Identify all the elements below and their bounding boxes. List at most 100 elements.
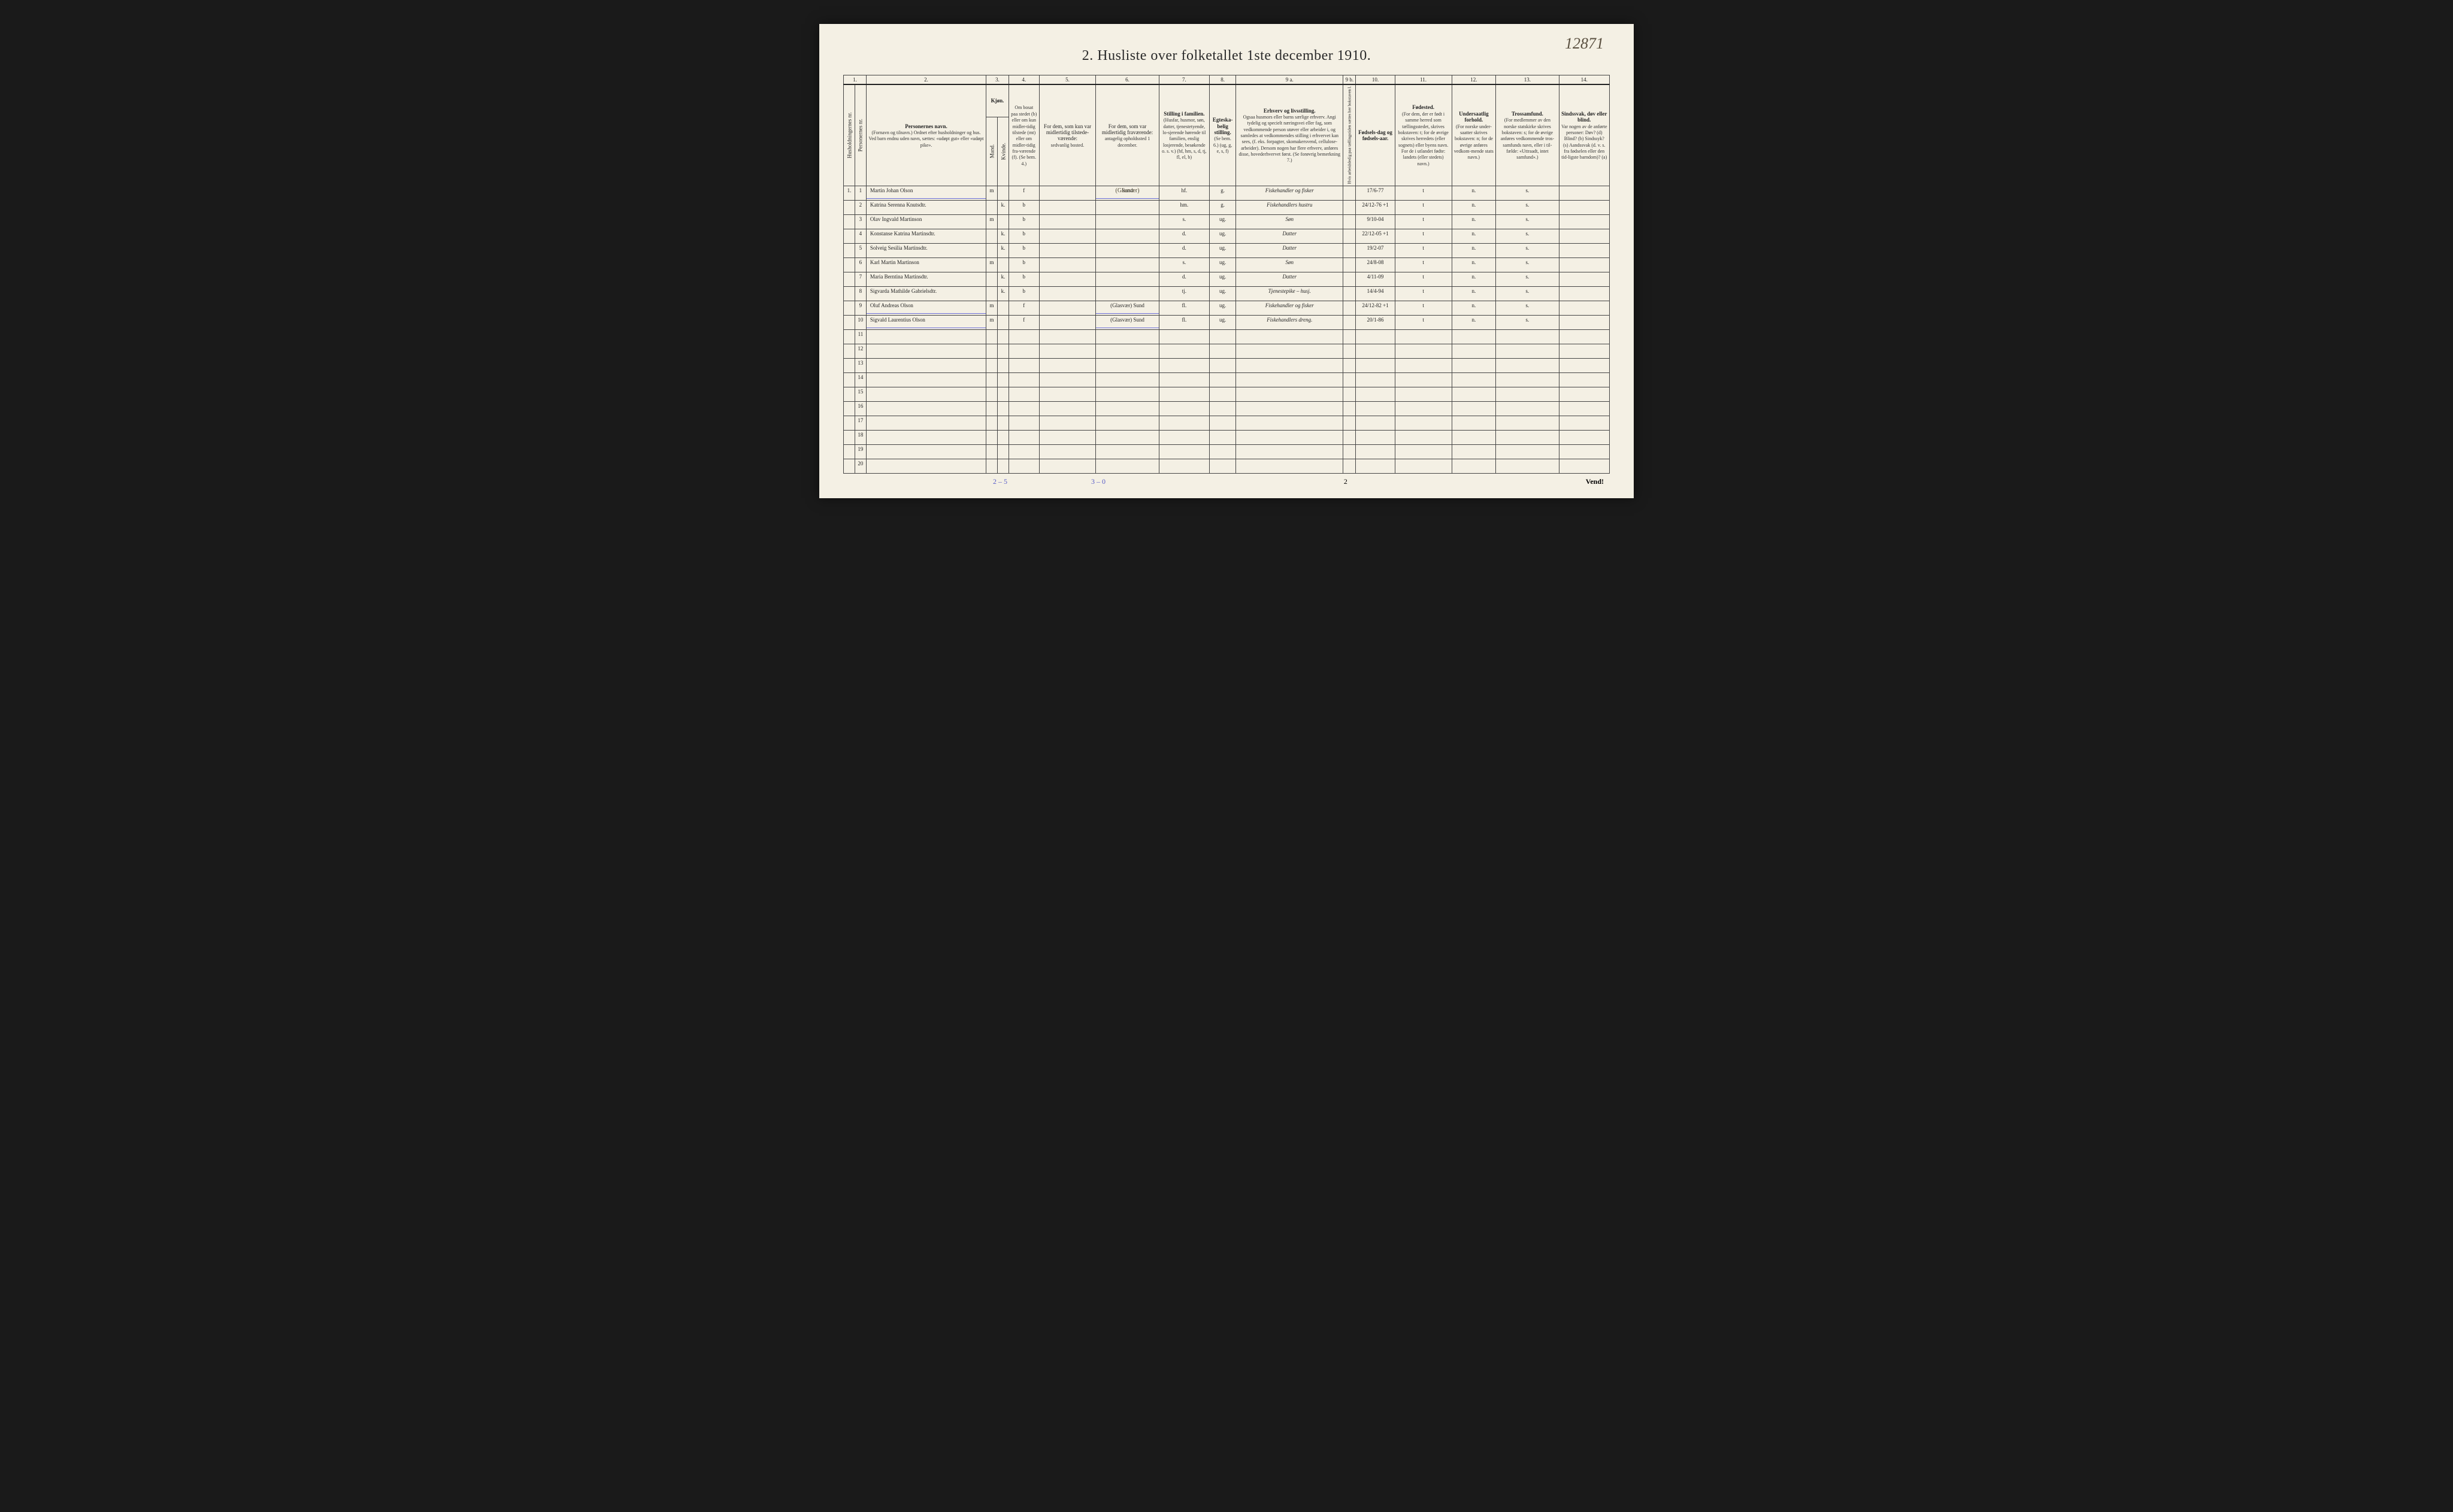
cell-empty: [1236, 416, 1343, 431]
cell-marital: ug.: [1209, 272, 1235, 287]
cell-empty: [1039, 431, 1096, 445]
cell-usual-home: [1039, 201, 1096, 215]
table-row: 10Sigvald Laurentius Olsonmf(Glasvær) Su…: [844, 316, 1610, 330]
cell-birthplace: t: [1395, 215, 1452, 229]
cell-nationality: n.: [1452, 316, 1496, 330]
hdr-absent-sub: antagelig opholdssted 1 december.: [1105, 136, 1150, 147]
cell-empty: [1356, 373, 1395, 387]
cell-empty: [1039, 402, 1096, 416]
cell-whereabouts: [1096, 201, 1159, 215]
cell-empty: [844, 330, 855, 344]
cell-empty: [1159, 330, 1209, 344]
cell-empty: [1209, 402, 1235, 416]
hdr-dis-title: Sindssvak, døv eller blind.: [1561, 111, 1607, 123]
cell-family-pos: fl.: [1159, 316, 1209, 330]
cell-empty: [1159, 431, 1209, 445]
cell-empty: [866, 402, 986, 416]
cell-usual-home: [1039, 215, 1096, 229]
cell-empty: [1496, 387, 1559, 402]
cell-empty: [1356, 459, 1395, 474]
cell-empty: [1343, 373, 1356, 387]
cell-usual-home: [1039, 272, 1096, 287]
cell-whereabouts: [1096, 272, 1159, 287]
cell-empty: [1096, 373, 1159, 387]
cell-name: Martin Johan Olson: [866, 186, 986, 201]
cell-residence: b: [1009, 258, 1039, 272]
cell-unemployed: [1343, 258, 1356, 272]
cell-empty: [1009, 373, 1039, 387]
cell-person-no: 5: [855, 244, 866, 258]
cell-empty: [1236, 373, 1343, 387]
cell-empty: [986, 459, 998, 474]
colnum: 14.: [1559, 75, 1609, 85]
hdr-dob-title: Fødsels-dag og fødsels-aar.: [1358, 129, 1392, 141]
cell-household-no: [844, 272, 855, 287]
cell-disability: [1559, 258, 1609, 272]
cell-nationality: n.: [1452, 229, 1496, 244]
cell-whereabouts: [1096, 287, 1159, 301]
cell-empty: [1209, 459, 1235, 474]
cell-empty: [1343, 387, 1356, 402]
cell-name: Sigvald Laurentius Olson: [866, 316, 986, 330]
cell-birthdate: 4/11-09: [1356, 272, 1395, 287]
cell-usual-home: [1039, 244, 1096, 258]
cell-empty: [866, 359, 986, 373]
cell-family-pos: d.: [1159, 229, 1209, 244]
cell-family-pos: hm.: [1159, 201, 1209, 215]
cell-empty: [1236, 402, 1343, 416]
cell-residence: b: [1009, 244, 1039, 258]
cell-empty: [1039, 387, 1096, 402]
cell-residence: b: [1009, 215, 1039, 229]
cell-family-pos: tj.: [1159, 287, 1209, 301]
cell-empty: [1452, 431, 1496, 445]
cell-sex-m: [986, 201, 998, 215]
cell-empty: [1496, 344, 1559, 359]
cell-empty: [1236, 445, 1343, 459]
cell-marital: ug.: [1209, 229, 1235, 244]
cell-empty: [1395, 373, 1452, 387]
cell-unemployed: [1343, 186, 1356, 201]
cell-nationality: n.: [1452, 258, 1496, 272]
cell-empty: [1356, 431, 1395, 445]
table-row-empty: 16: [844, 402, 1610, 416]
cell-empty: [1356, 387, 1395, 402]
table-body: 1.1Martin Johan Olsonmf(Glasvær)Sundhf.g…: [844, 186, 1610, 474]
hdr-name-title: Personernes navn.: [905, 123, 947, 129]
header-row: Husholdningernes nr. Personernes nr. Per…: [844, 84, 1610, 117]
cell-usual-home: [1039, 287, 1096, 301]
hdr-name-sub: (Fornavn og tilnavn.) Ordnet efter husho…: [869, 130, 984, 148]
cell-empty: [1039, 344, 1096, 359]
cell-empty: [1096, 445, 1159, 459]
hdr-nationality: Undersaatlig forhold. (For norske under-…: [1452, 84, 1496, 186]
table-row-empty: 20: [844, 459, 1610, 474]
cell-occupation: Datter: [1236, 229, 1343, 244]
cell-unemployed: [1343, 215, 1356, 229]
cell-empty: [998, 373, 1009, 387]
hdr-occ-title: Erhverv og livsstilling.: [1264, 108, 1316, 114]
cell-family-pos: s.: [1159, 215, 1209, 229]
cell-sex-m: m: [986, 301, 998, 316]
cell-empty: [844, 373, 855, 387]
table-row-empty: 15: [844, 387, 1610, 402]
cell-empty: [1559, 373, 1609, 387]
cell-usual-home: [1039, 258, 1096, 272]
cell-empty: [1096, 344, 1159, 359]
cell-residence: f: [1009, 186, 1039, 201]
hdr-marital: Egteska-belig stilling. (Se bem. 6.) (ug…: [1209, 84, 1235, 186]
cell-birthdate: 17/6-77: [1356, 186, 1395, 201]
cell-person-no: 7: [855, 272, 866, 287]
table-row: 4Konstanse Katrina Martinsdtr.k.bd.ug.Da…: [844, 229, 1610, 244]
cell-empty: [1096, 359, 1159, 373]
cell-empty: [1395, 431, 1452, 445]
cell-empty: [1096, 459, 1159, 474]
cell-empty: [1395, 416, 1452, 431]
cell-sex-k: k.: [998, 229, 1009, 244]
hdr-occupation: Erhverv og livsstilling. Ogsaa husmors e…: [1236, 84, 1343, 186]
cell-empty: [1343, 416, 1356, 431]
cell-empty: [986, 344, 998, 359]
cell-disability: [1559, 229, 1609, 244]
table-header: 1. 2. 3. 4. 5. 6. 7. 8. 9 a. 9 b. 10. 11…: [844, 75, 1610, 186]
cell-empty: [986, 416, 998, 431]
table-row: 2Katrina Serenna Knutsdtr.k.bhm.g.Fiskeh…: [844, 201, 1610, 215]
cell-empty: [1159, 416, 1209, 431]
